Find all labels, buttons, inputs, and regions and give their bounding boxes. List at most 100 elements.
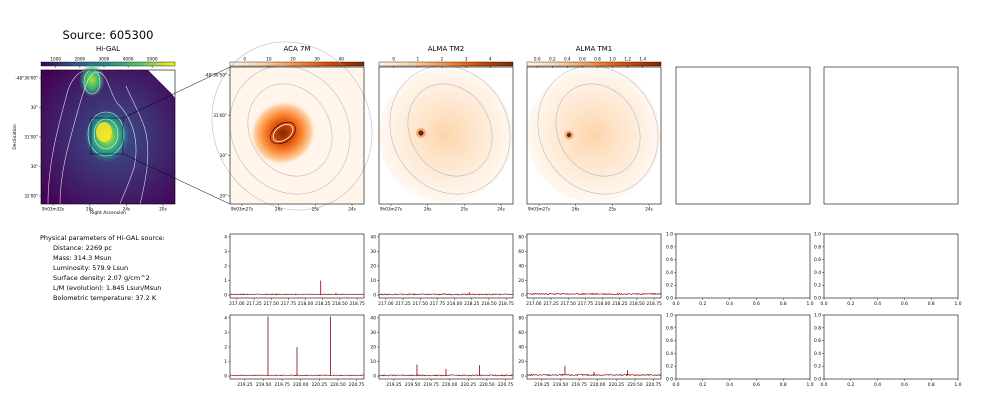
tm1-frame bbox=[526, 66, 662, 205]
empty-spectrum-axes-r2-c5-x-tick-label: 1.0 bbox=[955, 382, 962, 388]
aca7m-colorbar-tick-label: 10 bbox=[266, 57, 272, 62]
tm1-colorbar-tick-label: 0.6 bbox=[579, 57, 586, 62]
aca7m-colorbar bbox=[229, 61, 365, 67]
param-evolution: L/M (evolution): 1.845 Lsun/Msun bbox=[53, 284, 161, 292]
empty-spectrum-axes-r1-c5-x-tick-label: 0.8 bbox=[928, 301, 935, 307]
spectrum-spec_r2_aca-x-tick-label: 219.25 bbox=[237, 382, 253, 388]
higal-y-tick-label: 31'00" bbox=[24, 135, 38, 140]
tm2-x-tick-label: 9h03m27s bbox=[380, 207, 402, 212]
empty-spectrum-axes-r1-c5-y-tick-label: 0.8 bbox=[814, 244, 821, 250]
spectrum-spec_r2_tm2-x-tick-label: 219.25 bbox=[386, 382, 402, 388]
tm2-title: ALMA TM2 bbox=[428, 45, 465, 53]
higal-xlabel: Right Ascension bbox=[90, 210, 126, 216]
aca7m-y-tick-label: 31'00" bbox=[213, 113, 227, 118]
spectrum-spec_r2_tm2-x-tick-label: 219.50 bbox=[405, 382, 421, 388]
spectrum-spec_r1_tm1-x-tick-label: 218.00 bbox=[595, 301, 611, 307]
higal-colorbar-tick-label: 4000 bbox=[123, 57, 134, 62]
empty-spectrum-axes-r2-c5-x-tick-label: 0.2 bbox=[847, 382, 854, 388]
spectrum-spec_r1_aca-y-tick-label: 4 bbox=[224, 234, 227, 240]
tm2-colorbar-tick-label: 2 bbox=[441, 57, 444, 62]
empty-spectrum-axes-r1-c4-y-tick-label: 0.4 bbox=[666, 270, 673, 276]
spectrum-spec_r1_tm2-x-tick-label: 218.25 bbox=[464, 301, 480, 307]
spectrum-spec_r1_tm2-x-tick-label: 217.50 bbox=[413, 301, 429, 307]
empty-spectrum-axes-r1-c5-x-tick-label: 0.0 bbox=[821, 301, 828, 307]
tm1-x-tick-label: 26s bbox=[572, 207, 580, 212]
tm2-frame bbox=[378, 66, 514, 205]
tm1-title: ALMA TM1 bbox=[576, 45, 613, 53]
spectrum-spec_r1_tm1-y-tick-label: 80 bbox=[518, 234, 524, 240]
tm1-x-tick-label: 9h03m27s bbox=[528, 207, 550, 212]
tm2-colorbar-tick-label: 3 bbox=[465, 57, 468, 62]
spectrum-spec_r2_aca-y-tick-label: 4 bbox=[224, 315, 227, 321]
tm2-colorbar-tick-label: 4 bbox=[489, 57, 492, 62]
empty-spectrum-axes-r1-c5-x-tick-label: 0.6 bbox=[901, 301, 908, 307]
spectrum-spec_r1_aca-noise-trace bbox=[229, 293, 365, 296]
empty-spectrum-axes-r2-c4-x-tick-label: 0.4 bbox=[726, 382, 733, 388]
empty-spectrum-axes-r2-c4-y-tick-label: 1.0 bbox=[666, 313, 673, 319]
aca7m-x-tick-label: 9h03m27s bbox=[231, 207, 253, 212]
spectrum-spec_r2_aca-y-tick-label: 3 bbox=[224, 330, 227, 336]
aca7m-emission bbox=[249, 100, 317, 166]
empty-spectrum-axes-r1-c4: 0.0 0.2 0.4 0.6 0.8 1.0 0.0 0.2 0.4 0.6 0.8 1.0 bbox=[666, 232, 814, 308]
empty-spectrum-axes-r1-c5-x-tick-label: 0.4 bbox=[874, 301, 881, 307]
spectrum-spec_r2_tm1-x-tick-label: 220.75 bbox=[646, 382, 662, 388]
higal-colorbar-tick-label: 2000 bbox=[75, 57, 86, 62]
spectrum-spec_r1_tm2-x-tick-label: 218.00 bbox=[447, 301, 463, 307]
spectrum-spec_r2_tm1-y-tick-label: 60 bbox=[518, 330, 524, 336]
spectrum-spec_r1_tm1-x-tick-label: 217.00 bbox=[526, 301, 542, 307]
aca7m-y-tick-label: 20" bbox=[220, 194, 227, 199]
aca7m-colorbar-tick-label: 40 bbox=[339, 57, 345, 62]
tm1-x-tick-label: 25s bbox=[609, 207, 617, 212]
spectrum-spec_r2_tm2-y-tick-label: 20 bbox=[370, 345, 376, 351]
tm2-x-tick-label: 24s bbox=[497, 207, 505, 212]
higal-y-tick-label: -48°30'00" bbox=[15, 76, 38, 81]
spectrum-spec_r2_aca-y-tick-label: 0 bbox=[224, 374, 227, 380]
tm1-compact-source bbox=[566, 132, 572, 138]
aca7m-x-tick-label: 26s bbox=[275, 207, 283, 212]
spectrum-spec_r1_aca-y-tick-label: 0 bbox=[224, 293, 227, 299]
spectrum-spec_r1_tm2-y-tick-label: 10 bbox=[370, 278, 376, 284]
spectrum-spec_r2_tm1: 219.25 219.50 219.75 220.00 220.25 220.50 220.… bbox=[518, 314, 662, 388]
spectrum-spec_r1_tm2-y-tick-label: 0 bbox=[373, 293, 376, 299]
empty-spectrum-axes-r1-c4-x-tick-label: 0.8 bbox=[780, 301, 787, 307]
spectrum-spec_r1_tm1-x-tick-label: 217.25 bbox=[543, 301, 559, 307]
tm1-colorbar-tick-label: 1.2 bbox=[624, 57, 631, 62]
spectrum-spec_r2_aca-noise-trace bbox=[229, 374, 365, 377]
spectrum-spec_r1_tm1-x-tick-label: 217.75 bbox=[578, 301, 594, 307]
empty-spectrum-axes-r2-c5-x-tick-label: 0.8 bbox=[928, 382, 935, 388]
spectrum-spec_r1_tm2-y-tick-label: 20 bbox=[370, 264, 376, 270]
spectrum-spec_r2_aca-y-tick-label: 1 bbox=[224, 359, 227, 365]
params-heading: Physical parameters of Hi-GAL source: bbox=[40, 234, 165, 242]
spectrum-spec_r1_tm1-y-tick-label: 20 bbox=[518, 278, 524, 284]
spectrum-spec_r2_aca-x-tick-label: 220.75 bbox=[349, 382, 365, 388]
spectrum-spec_r1_aca-y-tick-label: 2 bbox=[224, 264, 227, 270]
empty-spectrum-axes-r2-c5-x-tick-label: 0.4 bbox=[874, 382, 881, 388]
empty-spectrum-axes-r1-c4-x-tick-label: 0.6 bbox=[753, 301, 760, 307]
empty-spectrum-axes-r2-c5-y-tick-label: 0.8 bbox=[814, 325, 821, 331]
spectrum-spec_r2_aca-y-tick-label: 2 bbox=[224, 345, 227, 351]
higal-panel: Hi-GAL 1000 2000 3000 4000 5000 9h03m32s 28s 2… bbox=[12, 45, 176, 216]
empty-spectrum-axes-r1-c4-y-tick-label: 1.0 bbox=[666, 232, 673, 238]
empty-spectrum-axes-r1-c5-y-tick-label: 0.4 bbox=[814, 270, 821, 276]
empty-spectrum-axes-r1-c4-x-tick-label: 0.2 bbox=[699, 301, 706, 307]
spectrum-spec_r1_tm2-y-tick-label: 30 bbox=[370, 249, 376, 255]
higal-image bbox=[41, 63, 175, 205]
higal-x-tick-label: 28s bbox=[86, 207, 94, 212]
higal-y-tick-label: 30" bbox=[31, 105, 38, 110]
spectrum-spec_r1_aca-y-tick-label: 1 bbox=[224, 278, 227, 284]
spectrum-spec_r1_tm1-x-tick-label: 218.50 bbox=[629, 301, 645, 307]
spectrum-spec_r1_aca-x-tick-label: 217.00 bbox=[229, 301, 245, 307]
empty-spectrum-axes-r2-c5: 0.0 0.2 0.4 0.6 0.8 1.0 0.0 0.2 0.4 0.6 0.8 1.0 bbox=[814, 313, 962, 389]
tm1-panel: ALMA TM1 0.0 0.2 0.4 0.6 0.8 1.0 1.2 1.4 9h03m2… bbox=[526, 45, 662, 212]
spectrum-spec_r2_tm2-y-tick-label: 0 bbox=[373, 374, 376, 380]
empty-spectrum-axes-r2-c4-y-tick-label: 0.8 bbox=[666, 325, 673, 331]
spectrum-spec_r1_aca-x-tick-label: 218.50 bbox=[332, 301, 348, 307]
param-mass: Mass: 314.3 Msun bbox=[53, 254, 112, 262]
empty-spectrum-axes-r1-c5-x-tick-label: 1.0 bbox=[955, 301, 962, 307]
spectrum-spec_r1_tm2-x-tick-label: 218.50 bbox=[481, 301, 497, 307]
tm2-colorbar-tick-label: 0 bbox=[392, 57, 395, 62]
spectrum-spec_r2_tm2-noise-trace bbox=[378, 374, 514, 377]
higal-colorbar bbox=[40, 61, 176, 67]
spectrum-spec_r1_tm2-x-tick-label: 217.75 bbox=[430, 301, 446, 307]
spectrum-spec_r1_aca-x-tick-label: 218.00 bbox=[298, 301, 314, 307]
